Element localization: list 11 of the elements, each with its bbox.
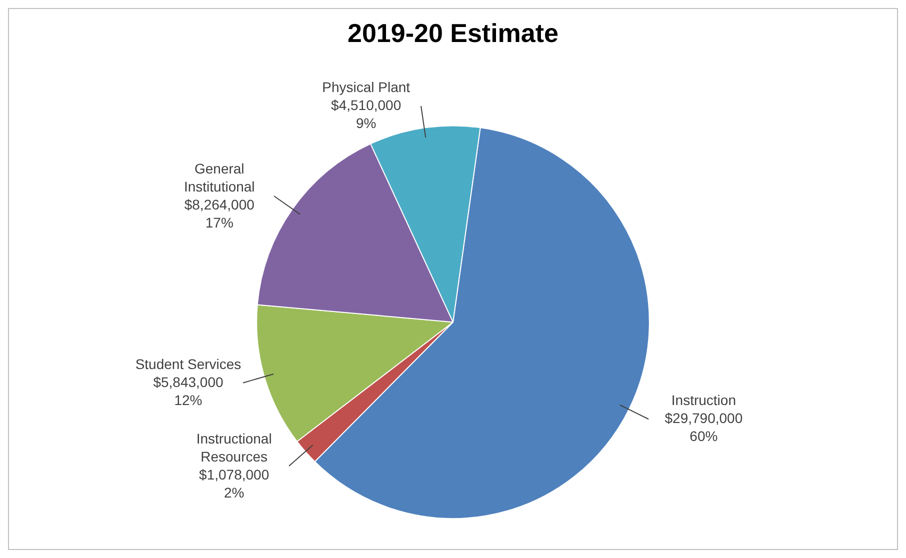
chart-title: 2019-20 Estimate	[347, 18, 559, 48]
slice-label: Instruction	[671, 392, 736, 408]
data-label: $8,264,000 17%	[184, 196, 255, 230]
data-label: $4,510,000 9%	[331, 96, 402, 131]
slice-label: Instructional Resources	[196, 430, 272, 464]
slice-label: Student Services	[135, 356, 242, 372]
data-label: $29,790,000 60%	[664, 410, 743, 444]
slice-label: General Institutional	[184, 160, 255, 194]
data-label: $1,078,000 2%	[199, 466, 270, 500]
slice-label: Physical Plant	[322, 78, 410, 95]
data-label: $5,843,000 12%	[153, 374, 224, 408]
